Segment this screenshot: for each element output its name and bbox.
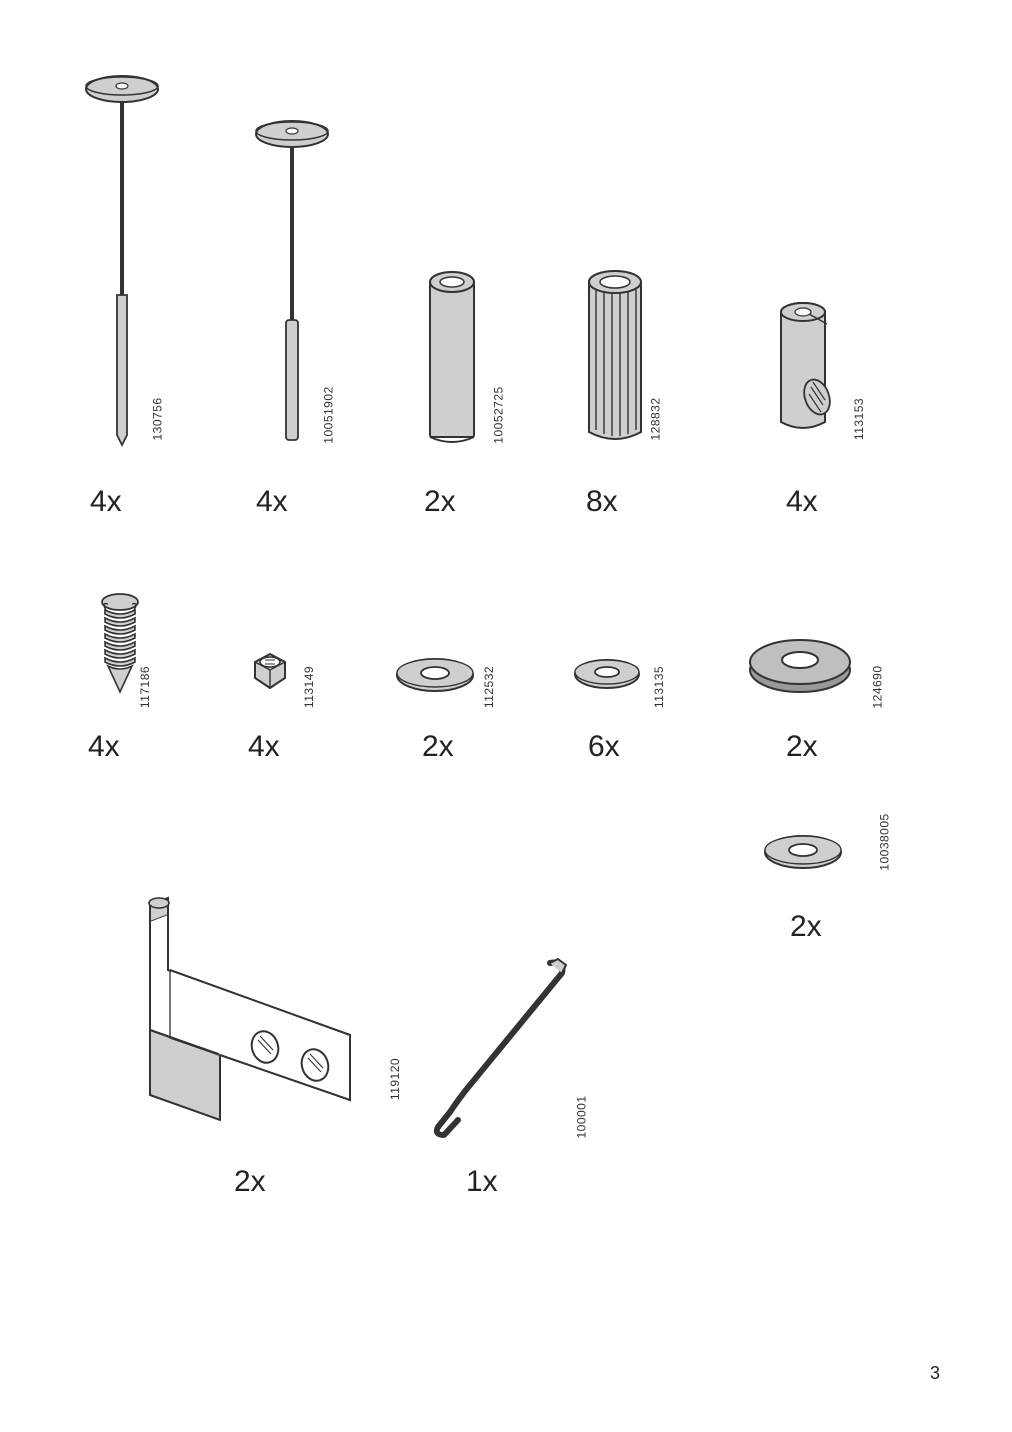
part-number-label: 113135	[652, 666, 666, 708]
part-117186	[70, 592, 170, 707]
part-quantity: 4x	[256, 485, 288, 519]
part-number-label: 10051902	[322, 386, 336, 443]
part-quantity: 6x	[588, 730, 620, 764]
part-number-label: 112532	[482, 666, 496, 708]
part-illustration-icon	[422, 270, 482, 455]
part-quantity: 4x	[248, 730, 280, 764]
part-number-label: 124690	[871, 665, 885, 708]
part-illustration-icon	[761, 832, 846, 879]
assembly-parts-page: 3 130756 4x 10051902 4x 10052725 2x 128832 8x 11…	[0, 0, 1012, 1432]
part-10052725	[402, 270, 502, 455]
part-quantity: 2x	[422, 730, 454, 764]
part-124690	[735, 638, 865, 703]
part-113153	[760, 302, 860, 447]
part-quantity: 4x	[88, 730, 120, 764]
part-quantity: 4x	[90, 485, 122, 519]
part-illustration-icon	[580, 270, 650, 455]
part-illustration-icon	[775, 302, 845, 447]
part-quantity: 1x	[466, 1165, 498, 1199]
part-quantity: 2x	[790, 910, 822, 944]
part-number-label: 119120	[388, 1058, 402, 1100]
part-quantity: 2x	[234, 1165, 266, 1199]
part-number-label: 10038005	[878, 813, 892, 870]
part-illustration-icon	[110, 870, 380, 1145]
part-illustration-icon	[393, 655, 478, 702]
part-illustration-icon	[243, 648, 298, 701]
part-illustration-icon	[570, 655, 645, 700]
part-number-label: 128832	[649, 397, 663, 440]
part-number-label: 10052725	[492, 386, 506, 443]
part-number-label: 113153	[852, 398, 866, 440]
part-quantity: 2x	[786, 730, 818, 764]
part-number-label: 100001	[575, 1095, 589, 1138]
part-100001	[420, 955, 590, 1150]
part-113135	[555, 655, 660, 700]
part-10038005	[748, 832, 858, 879]
part-quantity: 8x	[586, 485, 618, 519]
part-illustration-icon	[745, 638, 855, 703]
part-illustration-icon	[430, 955, 580, 1150]
part-119120	[100, 870, 390, 1145]
part-112532	[380, 655, 490, 702]
part-number-label: 117186	[138, 666, 152, 708]
part-illustration-icon	[252, 120, 332, 455]
page-number: 3	[930, 1363, 940, 1384]
part-number-label: 113149	[302, 666, 316, 708]
part-number-label: 130756	[151, 397, 165, 440]
part-quantity: 4x	[786, 485, 818, 519]
part-quantity: 2x	[424, 485, 456, 519]
